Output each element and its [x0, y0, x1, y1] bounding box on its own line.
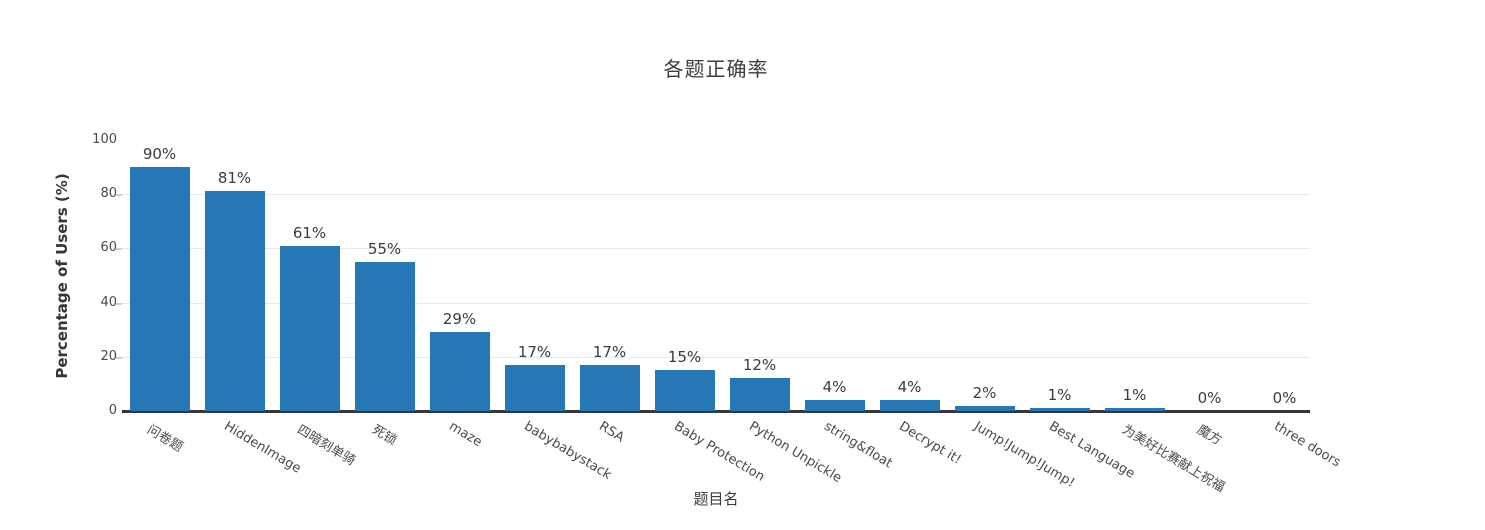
x-tick-label: 魔方 — [1193, 422, 1224, 449]
bar-value-label: 4% — [822, 378, 847, 397]
bar — [804, 400, 865, 411]
x-tick-label: 问卷题 — [143, 422, 185, 456]
bar — [579, 364, 640, 411]
bar — [654, 370, 715, 411]
y-tick-label: 40 — [100, 294, 117, 310]
bar-value-label: 12% — [742, 356, 777, 375]
x-tick-label: 四暗刻单骑 — [293, 422, 358, 469]
bar — [954, 405, 1015, 411]
x-tick-label: 死锁 — [368, 422, 399, 449]
bar — [429, 332, 490, 411]
y-tick-label: 20 — [100, 348, 117, 364]
y-tick-mark — [116, 194, 122, 197]
y-tick-mark — [116, 356, 122, 359]
bar — [504, 364, 565, 411]
bar-value-label: 2% — [972, 383, 997, 402]
x-axis-title: 题目名 — [693, 490, 739, 508]
y-tick-label: 100 — [92, 132, 117, 147]
x-tick-label: RSA — [595, 419, 627, 446]
y-tick-mark — [116, 248, 122, 251]
x-tick-label: HiddenImage — [220, 419, 303, 477]
y-tick-label: 80 — [100, 186, 117, 202]
bar-value-label: 1% — [1047, 386, 1072, 405]
y-tick-label: 0 — [108, 403, 117, 418]
x-tick-label: three doors — [1270, 419, 1343, 471]
bar-value-label: 4% — [897, 378, 922, 397]
bar — [204, 191, 265, 411]
y-tick-label: 60 — [100, 240, 117, 256]
bar — [1029, 408, 1090, 411]
bar-value-label: 81% — [217, 169, 252, 188]
bar — [354, 261, 415, 411]
gridline — [122, 194, 1310, 196]
chart-title: 各题正确率 — [663, 57, 769, 81]
bar — [129, 167, 190, 411]
bar — [879, 400, 940, 411]
x-tick-label: maze — [445, 419, 484, 451]
gridline — [122, 248, 1310, 250]
bar-value-label: 90% — [142, 145, 177, 164]
bar-value-label: 61% — [292, 223, 327, 242]
bar — [729, 378, 790, 411]
x-tick-label: Decrypt it! — [895, 419, 964, 468]
x-tick-label: string&float — [820, 419, 895, 472]
bar-value-label: 55% — [367, 239, 402, 258]
y-tick-mark — [116, 302, 122, 305]
y-axis-title: Percentage of Users (%) — [53, 173, 71, 379]
bar-value-label: 17% — [517, 342, 552, 361]
bar — [279, 245, 340, 411]
bar-value-label: 29% — [442, 310, 477, 329]
x-axis-line — [122, 410, 1310, 413]
bar-value-label: 0% — [1272, 389, 1297, 407]
bar-value-label: 15% — [667, 348, 702, 367]
bar-value-label: 0% — [1197, 389, 1222, 407]
gridline — [122, 356, 1310, 358]
bar-value-label: 1% — [1122, 386, 1147, 405]
bar-value-label: 17% — [592, 342, 627, 361]
bar — [1104, 408, 1165, 411]
gridline — [122, 302, 1310, 304]
